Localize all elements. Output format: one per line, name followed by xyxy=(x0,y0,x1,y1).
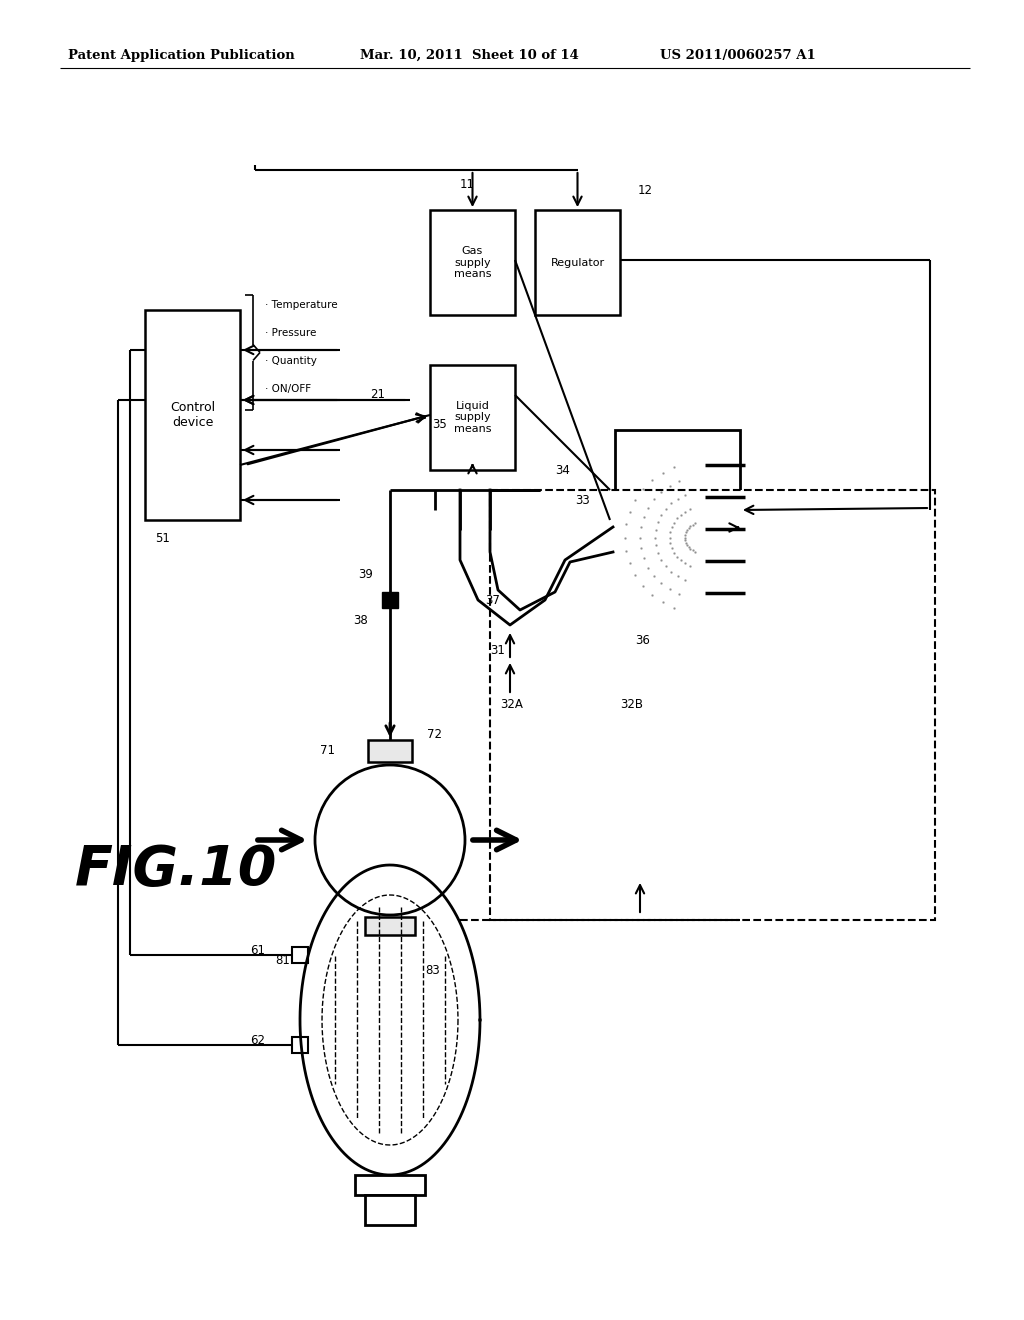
Text: Liquid
supply
means: Liquid supply means xyxy=(454,401,492,434)
Bar xyxy=(430,210,515,315)
Text: 38: 38 xyxy=(353,614,368,627)
Text: 33: 33 xyxy=(575,494,590,507)
Text: 21: 21 xyxy=(370,388,385,401)
Text: 62: 62 xyxy=(250,1034,265,1047)
Text: 83: 83 xyxy=(425,964,439,977)
Text: · Temperature: · Temperature xyxy=(265,300,338,310)
Text: 51: 51 xyxy=(155,532,170,544)
Text: · ON/OFF: · ON/OFF xyxy=(265,384,311,393)
Text: 39: 39 xyxy=(358,569,373,582)
Text: 32A: 32A xyxy=(500,698,523,711)
Text: 61: 61 xyxy=(250,944,265,957)
Text: Control
device: Control device xyxy=(170,401,215,429)
Text: Gas
supply
means: Gas supply means xyxy=(454,246,492,279)
Text: 12: 12 xyxy=(638,183,652,197)
Text: 31: 31 xyxy=(490,644,505,656)
Text: Mar. 10, 2011  Sheet 10 of 14: Mar. 10, 2011 Sheet 10 of 14 xyxy=(360,49,579,62)
Bar xyxy=(365,917,415,935)
Bar xyxy=(430,366,515,470)
Bar xyxy=(490,490,935,920)
Text: Regulator: Regulator xyxy=(551,257,604,268)
Text: FIG.10: FIG.10 xyxy=(75,843,278,898)
Bar xyxy=(368,741,412,762)
Text: 34: 34 xyxy=(555,463,570,477)
Text: · Pressure: · Pressure xyxy=(265,327,316,338)
Text: 81: 81 xyxy=(275,953,290,966)
Text: · Quantity: · Quantity xyxy=(265,356,316,366)
Text: 32B: 32B xyxy=(620,698,643,711)
Text: Patent Application Publication: Patent Application Publication xyxy=(68,49,295,62)
Text: 37: 37 xyxy=(485,594,500,606)
Bar xyxy=(615,430,740,624)
Bar xyxy=(355,1175,425,1195)
Bar xyxy=(292,1038,308,1053)
Text: 35: 35 xyxy=(432,418,447,432)
Text: 11: 11 xyxy=(460,178,475,191)
Text: US 2011/0060257 A1: US 2011/0060257 A1 xyxy=(660,49,816,62)
Bar xyxy=(292,946,308,964)
Text: 71: 71 xyxy=(319,743,335,756)
Bar xyxy=(145,310,240,520)
Text: 36: 36 xyxy=(635,634,650,647)
Bar xyxy=(535,210,620,315)
Bar xyxy=(365,1195,415,1225)
Text: 72: 72 xyxy=(427,729,442,742)
